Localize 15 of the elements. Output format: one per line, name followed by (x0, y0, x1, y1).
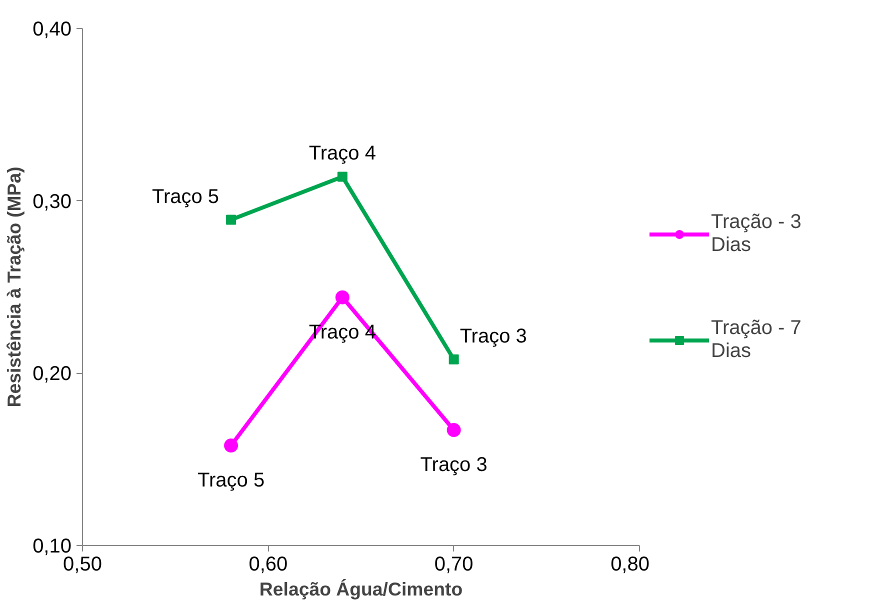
y-tick-label: 0,20 (32, 363, 72, 386)
annotation: Traço 4 (308, 142, 376, 165)
y-tick-label: 0,40 (32, 18, 72, 40)
x-tick-label: 0,60 (248, 554, 288, 576)
legend-label: Tração - 7 Dias (711, 316, 802, 362)
legend-label: Tração - 3 Dias (711, 210, 802, 256)
annotation: Traço 3 (420, 454, 488, 476)
y-tick-label: 0,30 (32, 190, 72, 213)
annotation: Traço 5 (152, 186, 220, 208)
annotation: Traço 5 (198, 470, 265, 492)
y-axis-title: Resistência à Tração (MPa) (4, 166, 25, 408)
x-tick-label: 0,70 (434, 554, 474, 576)
annotation: Traço 3 (460, 325, 527, 348)
x-tick-label: 0,80 (610, 554, 650, 576)
x-axis-title: Relação Água/Cimento (259, 578, 463, 600)
